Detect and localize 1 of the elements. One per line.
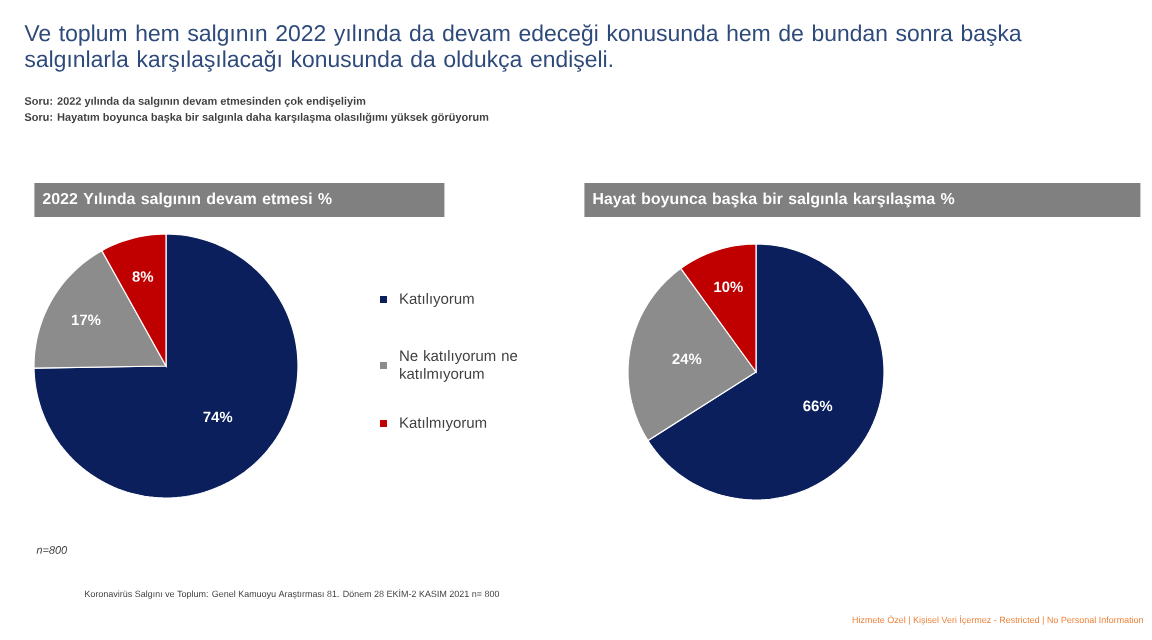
- text: Ve toplum hem salgının 2022 yılında da devam edeceği konusunda hem de bundan sonra başka salgınlarla karşılaşılacağı konusunda da oldukça endişeli.: [24, 24, 1022, 72]
